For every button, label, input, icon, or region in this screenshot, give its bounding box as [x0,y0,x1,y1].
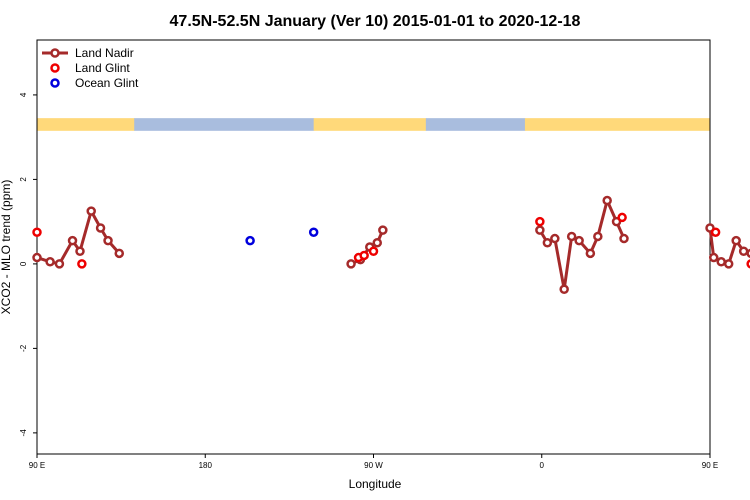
data-point [716,257,726,267]
strip-land [313,118,427,131]
x-tick-label: 0 [540,461,545,470]
series-ocean-glint [245,227,319,246]
data-point [542,238,553,248]
x-tick-label: 180 [199,461,213,470]
y-tick-label: 2 [19,177,28,182]
data-point [86,206,96,216]
data-point [710,227,721,237]
data-point [32,227,42,237]
data-point [45,257,55,267]
x-tick-label: 90 E [29,461,45,470]
data-point [585,248,596,259]
y-tick-label: 4 [19,92,28,97]
data-point [372,238,382,248]
data-point [574,235,584,246]
data-point [103,235,113,246]
data-point [535,225,545,235]
y-tick-label: -2 [19,344,28,352]
legend-marker [50,78,60,88]
data-point [378,225,388,235]
chart-title: 47.5N-52.5N January (Ver 10) 2015-01-01 … [170,13,581,30]
data-point [617,212,627,223]
data-point [550,233,560,244]
data-point [731,235,741,246]
data-point [359,250,369,261]
data-point [95,223,106,233]
data-point [708,252,719,263]
data-point [368,246,379,256]
data-point [77,259,87,269]
strip-land [524,118,711,131]
data-point [75,246,85,256]
strip-ocean [425,118,526,131]
data-point [619,233,629,244]
data-point [746,248,750,258]
series-land-glint [32,212,750,269]
data-point [114,248,125,259]
x-tick-label: 90 E [702,461,718,470]
data-point [602,195,612,206]
data-point [32,252,42,263]
data-point [559,284,569,294]
series-land-nadir [32,195,750,294]
data-point [723,259,734,269]
x-axis-label: Longitude [349,477,402,491]
legend-item: Land Nadir [42,46,134,60]
x-tick-label: 90 W [364,461,383,470]
data-point [535,216,545,227]
strip-land [37,118,135,131]
axes: 90 E 180 90 W 0 90 E 4 2 0 -2 -4 [19,92,718,470]
legend-marker [50,63,60,73]
land-ocean-strip [37,118,711,131]
y-tick-label: -4 [19,429,28,437]
data-point [308,227,319,237]
strip-ocean [134,118,315,131]
data-point [54,259,65,269]
legend-label: Ocean Glint [75,76,139,90]
data-point [593,231,603,242]
series-layer [32,195,750,294]
data-point [346,259,356,269]
data-point [566,231,577,242]
legend-marker [50,48,60,58]
data-point [245,235,255,246]
legend-label: Land Glint [75,61,130,75]
data-point [738,246,749,256]
y-axis-label: XCO2 - MLO trend (ppm) [0,180,13,315]
y-tick-label: 0 [19,261,28,266]
legend-label: Land Nadir [75,46,134,60]
legend-item: Ocean Glint [50,76,139,90]
data-point [746,259,750,269]
legend-item: Land Glint [50,61,130,75]
data-point [67,235,78,246]
